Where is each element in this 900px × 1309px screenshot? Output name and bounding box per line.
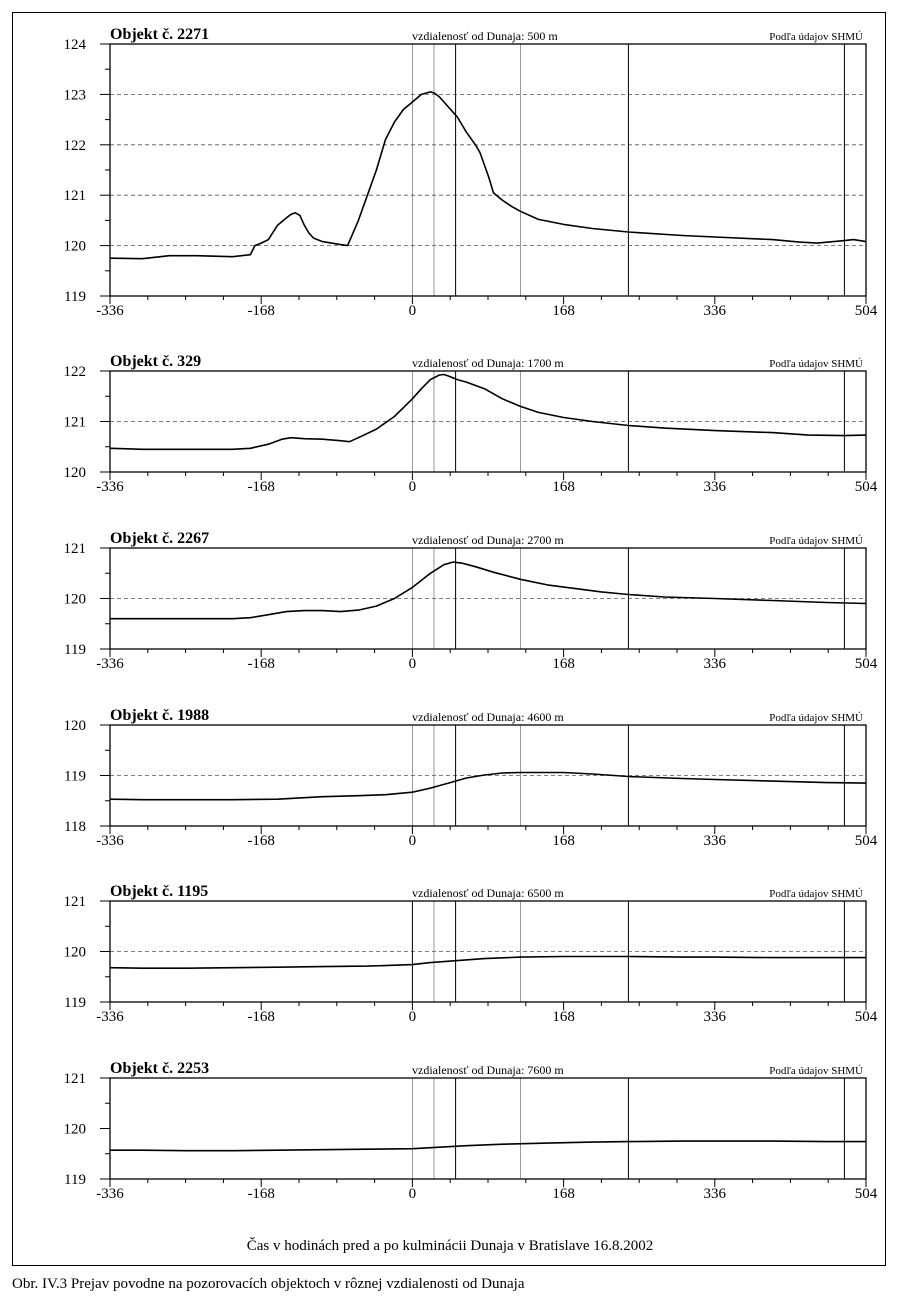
water-level-series xyxy=(109,373,867,451)
x-tick-label: -336 xyxy=(96,1186,124,1202)
y-tick-label: 121 xyxy=(64,541,87,557)
x-tick-label: 336 xyxy=(704,656,727,672)
x-tick-label: 168 xyxy=(552,1186,575,1202)
x-tick-label: 336 xyxy=(704,833,727,849)
y-tick-label: 119 xyxy=(64,642,86,658)
chart-panel-6: 119 120 121 -336 -168 0 168 336 504 Objekt č. 225… xyxy=(64,1060,878,1202)
chart-title: Objekt č. 329 xyxy=(110,353,201,370)
panels: 119 120 121 122 123 124 -336 -168 0 168 336 504 Obje… xyxy=(64,26,878,1202)
chart-panel-4: 118 119 120 -336 -168 0 168 336 504 Objekt č. 198… xyxy=(64,707,878,849)
chart-title: Objekt č. 1988 xyxy=(110,707,209,724)
x-tick-label: 168 xyxy=(552,479,575,495)
x-tick-label: 504 xyxy=(855,1009,878,1025)
x-tick-label: 336 xyxy=(704,1186,727,1202)
x-tick-label: -168 xyxy=(247,833,275,849)
x-tick-label: -168 xyxy=(247,303,275,319)
source-label: Podľa údajov SHMÚ xyxy=(769,712,863,724)
chart-title: Objekt č. 1195 xyxy=(110,883,208,900)
x-tick-label: 0 xyxy=(409,479,417,495)
x-tick-label: -336 xyxy=(96,833,124,849)
source-label: Podľa údajov SHMÚ xyxy=(769,1065,863,1077)
y-tick-label: 118 xyxy=(64,819,86,835)
x-tick-label: 504 xyxy=(855,833,878,849)
y-tick-label: 123 xyxy=(64,87,87,103)
y-tick-label: 120 xyxy=(64,592,87,608)
x-tick-label: 336 xyxy=(704,479,727,495)
y-tick-label: 119 xyxy=(64,769,86,785)
x-tick-label: -336 xyxy=(96,656,124,672)
y-tick-label: 122 xyxy=(64,138,87,154)
source-label: Podľa údajov SHMÚ xyxy=(769,888,863,900)
x-tick-label: 168 xyxy=(552,656,575,672)
y-tick-label: 120 xyxy=(64,239,87,255)
x-tick-label: 0 xyxy=(409,303,417,319)
groundwater-level-figure: 119 120 121 122 123 124 -336 -168 0 168 336 504 Obje… xyxy=(64,26,878,1254)
distance-label: vzdialenosť od Dunaja: 4600 m xyxy=(412,710,564,724)
x-tick-label: -336 xyxy=(96,1009,124,1025)
x-tick-label: -168 xyxy=(247,1009,275,1025)
chart-panel-3: 119 120 121 -336 -168 0 168 336 504 Objekt č. 226… xyxy=(64,530,878,672)
y-tick-label: 122 xyxy=(64,364,87,380)
water-level-series xyxy=(109,955,866,970)
plot-area-frame xyxy=(109,43,867,297)
y-tick-label: 121 xyxy=(64,1071,87,1087)
y-tick-label: 124 xyxy=(64,37,87,53)
x-tick-label: 504 xyxy=(855,303,878,319)
x-tick-label: 0 xyxy=(409,833,417,849)
plot-area-frame xyxy=(109,1077,867,1180)
distance-label: vzdialenosť od Dunaja: 1700 m xyxy=(412,356,564,370)
x-tick-label: -336 xyxy=(96,479,124,495)
x-tick-label: 504 xyxy=(855,656,878,672)
y-tick-label: 120 xyxy=(64,465,87,481)
y-tick-label: 121 xyxy=(64,415,87,431)
x-tick-label: 336 xyxy=(704,1009,727,1025)
x-tick-label: -168 xyxy=(247,656,275,672)
water-level-series xyxy=(109,91,867,260)
x-tick-label: 336 xyxy=(704,303,727,319)
x-tick-label: 168 xyxy=(552,1009,575,1025)
y-tick-label: 119 xyxy=(64,289,86,305)
y-tick-label: 120 xyxy=(64,718,87,734)
x-tick-label: 504 xyxy=(855,479,878,495)
chart-panel-2: 120 121 122 -336 -168 0 168 336 504 Objekt č. 329… xyxy=(64,353,878,495)
water-level-series xyxy=(110,561,867,620)
distance-label: vzdialenosť od Dunaja: 2700 m xyxy=(412,533,564,547)
y-tick-label: 120 xyxy=(64,1122,87,1138)
y-tick-label: 119 xyxy=(64,1172,86,1188)
chart-panel-5: 119 120 121 -336 -168 0 168 336 504 Objekt č. 119… xyxy=(64,883,878,1025)
water-level-series xyxy=(110,1140,866,1152)
y-tick-label: 119 xyxy=(64,995,86,1011)
x-tick-label: 0 xyxy=(409,1186,417,1202)
x-tick-label: -336 xyxy=(96,303,124,319)
figure-caption: Obr. IV.3 Prejav povodne na pozorovacích… xyxy=(12,1276,525,1292)
x-tick-label: -168 xyxy=(247,479,275,495)
x-axis-label: Čas v hodinách pred a po kulminácii Duna… xyxy=(247,1237,654,1254)
y-tick-label: 120 xyxy=(64,945,87,961)
x-tick-label: 504 xyxy=(855,1186,878,1202)
x-tick-label: -168 xyxy=(247,1186,275,1202)
x-tick-label: 168 xyxy=(552,303,575,319)
source-label: Podľa údajov SHMÚ xyxy=(769,535,863,547)
figure-frame xyxy=(12,12,886,1266)
distance-label: vzdialenosť od Dunaja: 500 m xyxy=(412,29,558,43)
y-tick-label: 121 xyxy=(64,894,87,910)
chart-title: Objekt č. 2271 xyxy=(110,26,209,43)
chart-title: Objekt č. 2267 xyxy=(110,530,209,547)
x-tick-label: 0 xyxy=(409,656,417,672)
x-tick-label: 0 xyxy=(409,1009,417,1025)
x-tick-label: 168 xyxy=(552,833,575,849)
distance-label: vzdialenosť od Dunaja: 6500 m xyxy=(412,886,564,900)
water-level-series xyxy=(109,771,867,801)
chart-panel-1: 119 120 121 122 123 124 -336 -168 0 168 336 504 Obje… xyxy=(64,26,878,319)
source-label: Podľa údajov SHMÚ xyxy=(769,358,863,370)
y-tick-label: 121 xyxy=(64,188,87,204)
distance-label: vzdialenosť od Dunaja: 7600 m xyxy=(412,1063,564,1077)
source-label: Podľa údajov SHMÚ xyxy=(769,31,863,43)
chart-title: Objekt č. 2253 xyxy=(110,1060,209,1077)
